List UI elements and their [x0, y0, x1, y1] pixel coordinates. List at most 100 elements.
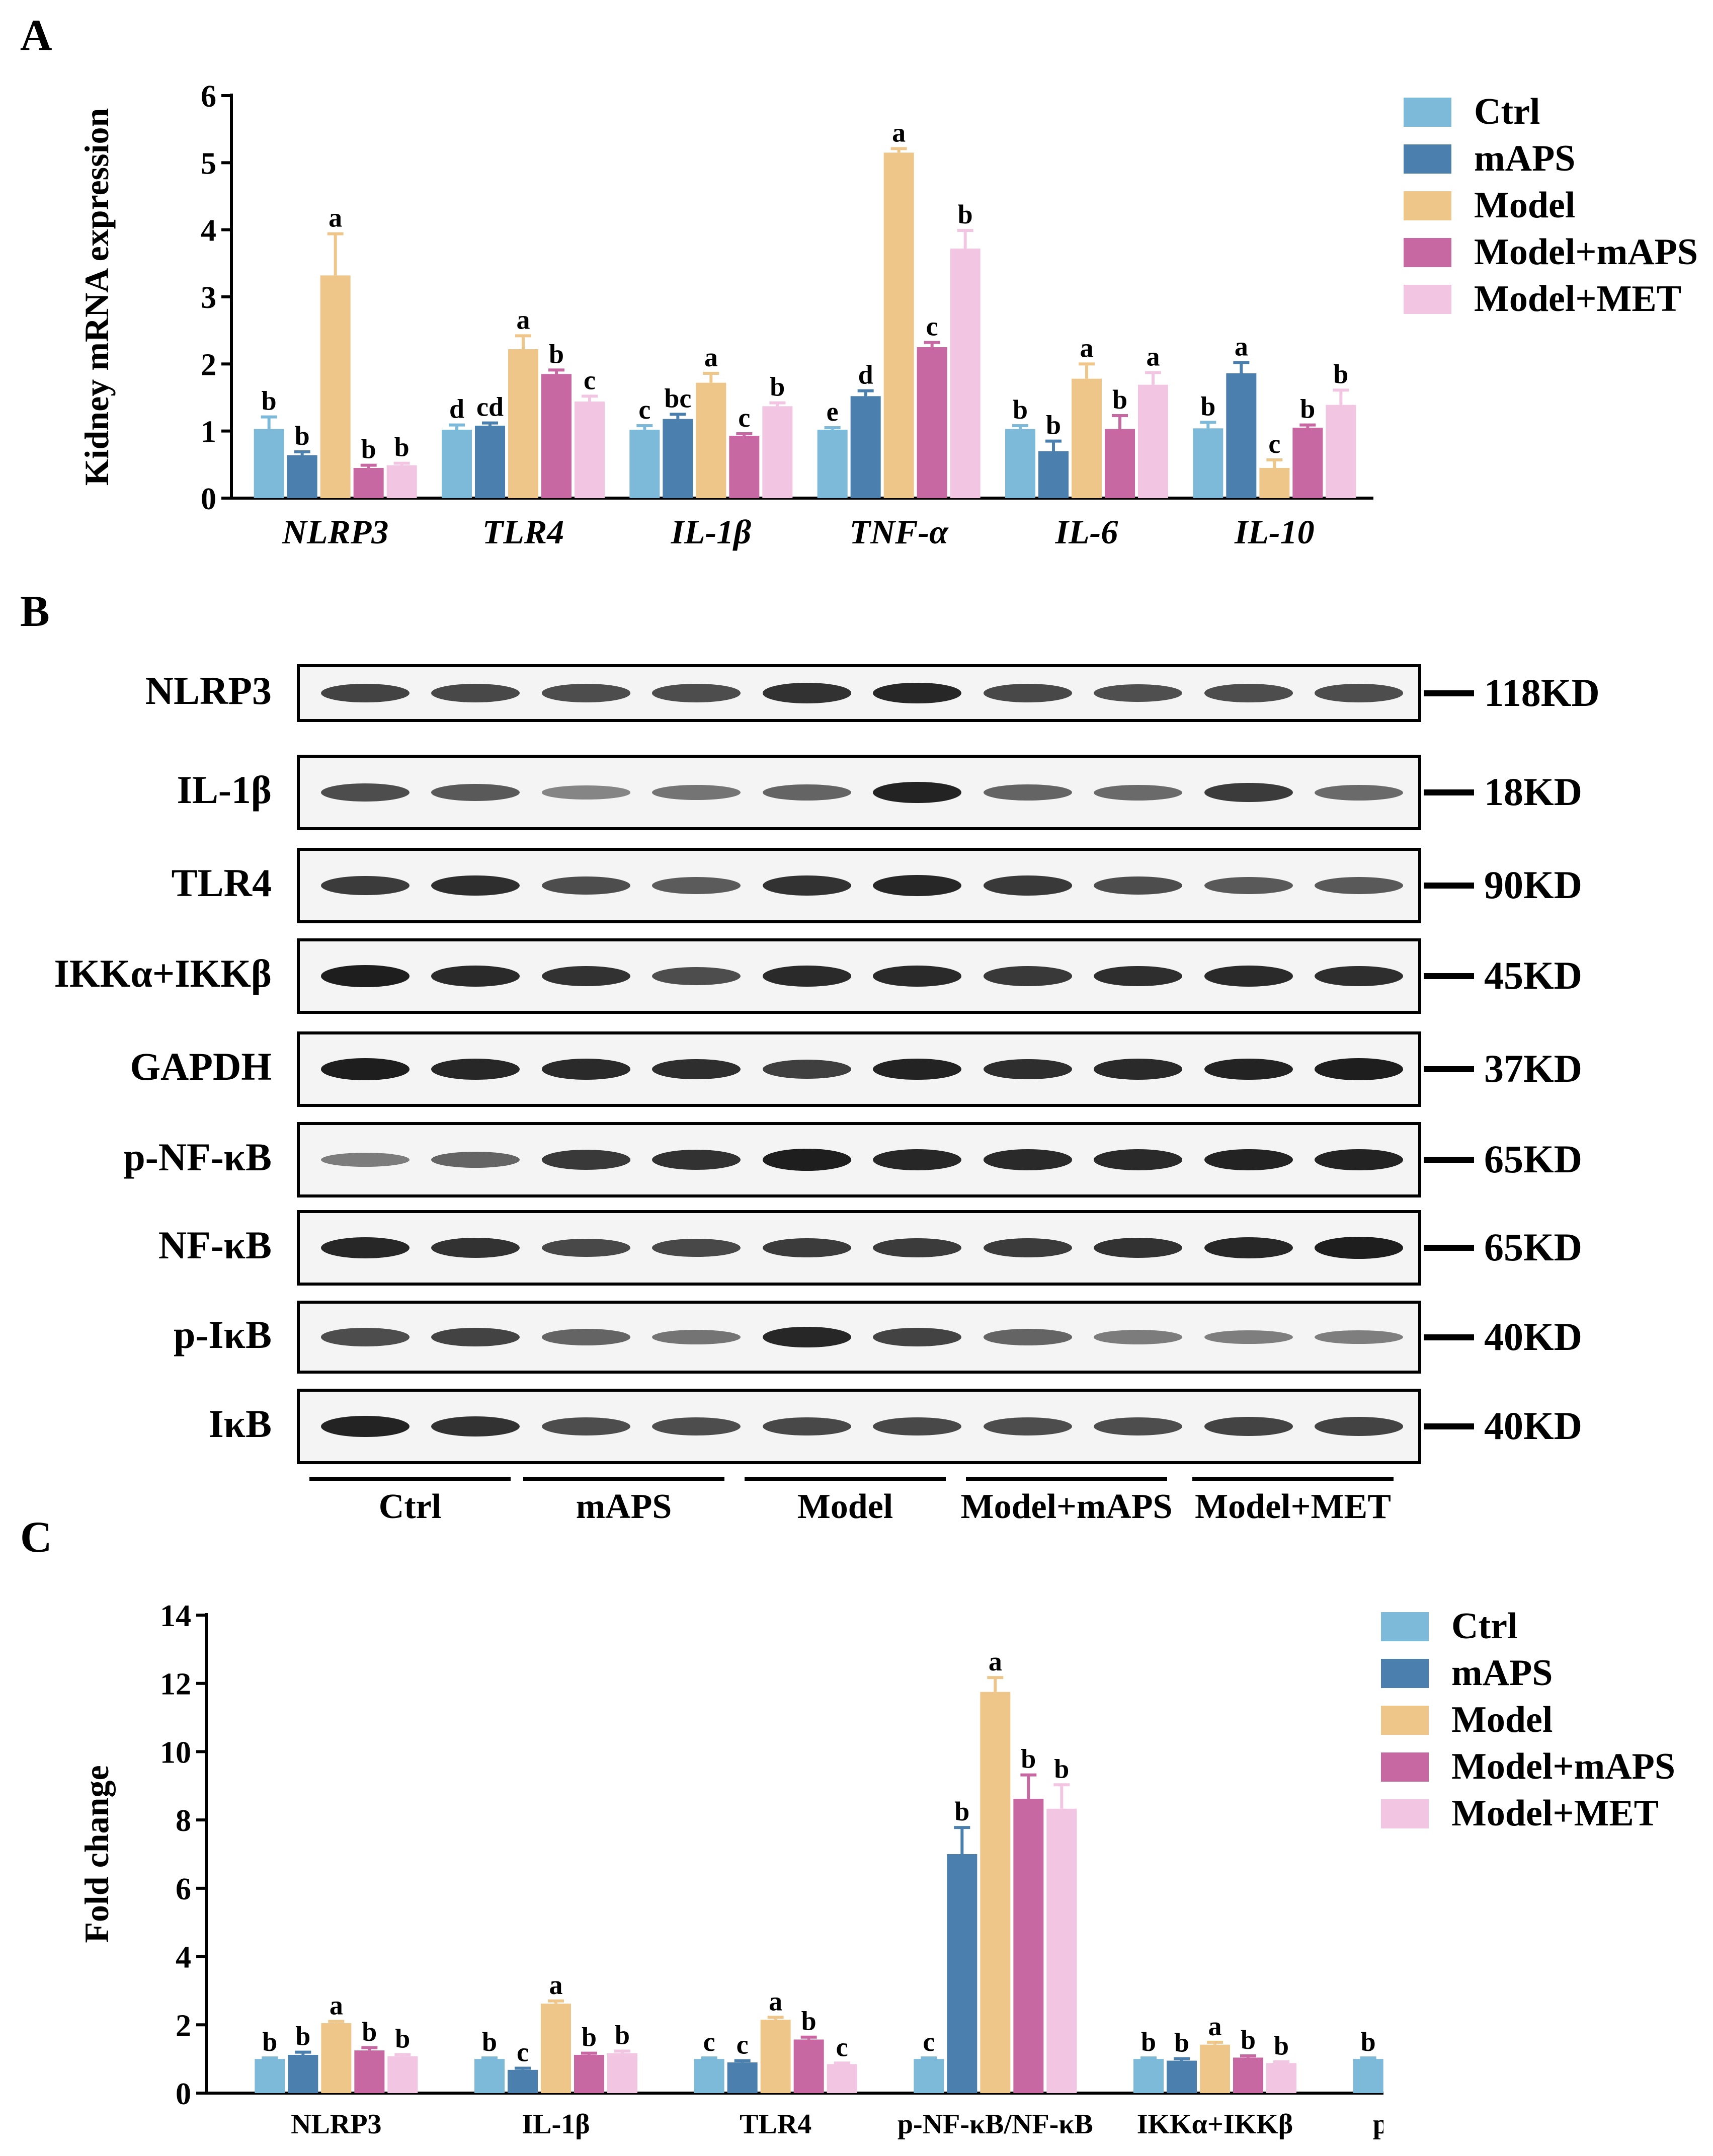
significance-letter: b	[958, 199, 973, 229]
y-tick-label: 10	[160, 1735, 191, 1770]
blot-band	[1315, 1417, 1404, 1436]
blot-band	[762, 784, 851, 801]
blot-band	[320, 1237, 410, 1258]
legend-label: Model	[1451, 1699, 1553, 1740]
bar	[1259, 468, 1290, 498]
blot-protein-label: NLRP3	[145, 668, 272, 712]
blot-band	[320, 875, 410, 896]
blot-band	[541, 684, 630, 702]
significance-letter: c	[703, 2027, 715, 2057]
blot-band	[1204, 1330, 1293, 1344]
blot-band	[431, 1151, 520, 1168]
bar	[1167, 2060, 1197, 2093]
bar	[1226, 373, 1257, 498]
bar	[1138, 384, 1168, 498]
blot-band	[1315, 784, 1404, 801]
significance-letter: c	[517, 2037, 529, 2067]
blot-band	[983, 1329, 1072, 1345]
legend-swatch	[1404, 191, 1451, 220]
blot-band	[541, 1059, 630, 1080]
bar	[1133, 2059, 1164, 2093]
legend-swatch	[1404, 144, 1451, 174]
bar	[475, 426, 505, 498]
bar	[508, 349, 538, 498]
legend-label: Model+mAPS	[1451, 1746, 1676, 1787]
blot-band	[873, 682, 962, 704]
kd-marker-tick	[1424, 1157, 1474, 1163]
blot-band	[762, 875, 851, 896]
blot-band	[652, 967, 741, 986]
kd-label: 118KD	[1484, 670, 1600, 714]
blot-strip	[297, 1210, 1421, 1286]
blot-group-label: Model+MET	[1195, 1487, 1391, 1526]
significance-letter: b	[1274, 2031, 1289, 2061]
y-tick-label: 3	[201, 281, 216, 315]
legend-swatch	[1381, 1799, 1429, 1828]
bar	[1200, 2044, 1230, 2093]
panel-letter-b: B	[20, 587, 50, 636]
blot-group-line	[966, 1477, 1167, 1481]
bar	[947, 1854, 977, 2093]
legend-label: Model+MET	[1474, 278, 1682, 320]
bar	[914, 2059, 944, 2093]
blot-group-line	[745, 1477, 946, 1481]
blot-band	[1094, 1417, 1183, 1436]
blot-group-label: Model	[797, 1487, 893, 1526]
blot-band	[1094, 684, 1183, 702]
legend-swatch	[1381, 1659, 1429, 1688]
legend-label: Ctrl	[1451, 1606, 1518, 1647]
significance-letter: b	[1174, 2027, 1189, 2057]
kd-marker-tick	[1424, 973, 1474, 979]
category-label: TLR4	[740, 2109, 811, 2140]
bar	[1105, 429, 1135, 498]
bar	[287, 455, 317, 498]
blot-group-label: Model+mAPS	[960, 1487, 1173, 1526]
blot-band	[320, 1058, 410, 1080]
bar	[387, 2056, 418, 2093]
significance-letter: a	[517, 304, 530, 335]
bar	[575, 402, 605, 498]
significance-letter: b	[295, 421, 310, 451]
bar	[574, 2055, 604, 2093]
blot-strip	[297, 1301, 1421, 1374]
blot-band	[320, 1328, 410, 1346]
bar	[1013, 1799, 1044, 2093]
blot-band	[762, 1059, 851, 1079]
significance-letter: b	[1361, 2027, 1376, 2057]
blot-band	[1315, 684, 1404, 702]
blot-band	[320, 683, 410, 703]
legend-swatch	[1381, 1706, 1429, 1735]
significance-letter: a	[330, 1990, 343, 2021]
y-tick-label: 2	[201, 348, 216, 382]
bar	[663, 419, 693, 498]
bar	[442, 430, 472, 498]
bar	[1266, 2063, 1296, 2093]
y-tick-label: 5	[201, 146, 216, 181]
blot-band	[1094, 784, 1183, 801]
legend-swatch	[1404, 98, 1451, 127]
blot-band	[652, 1329, 741, 1345]
panel-letter-c: C	[20, 1513, 52, 1562]
blot-band	[431, 1059, 520, 1080]
blot-group-line	[1192, 1477, 1394, 1481]
significance-letter: c	[1268, 429, 1280, 459]
blot-band	[762, 1238, 851, 1258]
blot-protein-label: IL-1β	[177, 768, 272, 812]
blot-band	[873, 781, 962, 804]
kd-label: 45KD	[1484, 953, 1582, 997]
kd-label: 65KD	[1484, 1137, 1582, 1181]
category-label: NLRP3	[282, 513, 389, 551]
blot-band	[431, 1327, 520, 1347]
category-label: IL-10	[1234, 513, 1315, 551]
significance-letter: b	[362, 2017, 377, 2047]
significance-letter: b	[549, 339, 564, 369]
significance-letter: b	[1300, 394, 1315, 424]
category-label: TLR4	[482, 513, 564, 551]
blot-band	[983, 1149, 1072, 1170]
blot-band	[541, 876, 630, 895]
y-tick-label: 12	[160, 1667, 191, 1702]
blot-band	[541, 966, 630, 987]
blot-band	[873, 1417, 962, 1436]
blot-band	[762, 966, 851, 987]
